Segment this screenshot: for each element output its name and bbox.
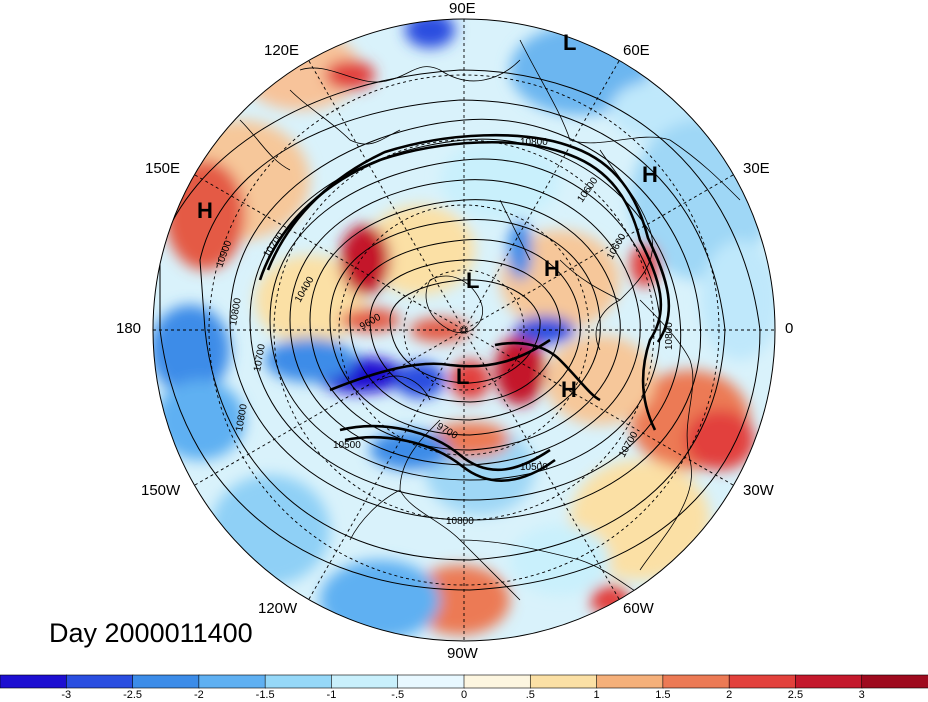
- contour-label: 10700: [252, 343, 268, 373]
- colorbar-tick: .5: [525, 689, 535, 701]
- lon-label-30w: 30W: [743, 482, 774, 499]
- colorbar-tick: -2.5: [123, 689, 143, 701]
- graticule: [153, 19, 775, 641]
- high-marker: H: [544, 256, 560, 281]
- colorbar-segment: [728, 674, 797, 689]
- colorbar-segment: [331, 674, 399, 689]
- lon-label-90w: 90W: [447, 645, 478, 662]
- colorbar-segment: [132, 674, 200, 689]
- colorbar-tick: 1.5: [655, 689, 671, 701]
- lon-label-60e: 60E: [623, 42, 650, 59]
- colorbar-tick: -3: [61, 689, 72, 701]
- colorbar-tick: 2: [726, 689, 733, 701]
- high-marker: H: [561, 377, 577, 402]
- low-marker: L: [466, 268, 480, 293]
- low-marker: L: [456, 364, 470, 389]
- contour-label: 10500: [520, 462, 548, 473]
- colorbar-tick: -2: [193, 689, 204, 701]
- colorbar-segment: [861, 674, 928, 689]
- lon-label-30e: 30E: [743, 160, 770, 177]
- contour-label: 10800: [520, 137, 548, 148]
- lon-label-120w: 120W: [258, 600, 298, 617]
- lon-label-120e: 120E: [264, 42, 300, 59]
- colorbar-tick: 1: [593, 689, 600, 701]
- contour-label: 10800: [446, 516, 474, 527]
- colorbar-segment: [795, 674, 863, 689]
- colorbar-segment: [198, 674, 266, 689]
- lon-label-90e: 90E: [449, 0, 476, 17]
- colorbar-segment: [65, 674, 134, 689]
- colorbar-segment: [662, 674, 730, 689]
- lon-label-150e: 150E: [145, 160, 181, 177]
- colorbar: [0, 674, 928, 689]
- colorbar-segment: [463, 674, 532, 689]
- colorbar-segment: [0, 674, 68, 689]
- lon-label-60w: 60W: [623, 600, 654, 617]
- contour-label: 10800: [234, 403, 250, 433]
- contour-label: 10800: [228, 297, 244, 327]
- geopotential-contours: [159, 69, 761, 591]
- low-marker: L: [563, 30, 577, 55]
- colorbar-segment: [397, 674, 465, 689]
- colorbar-tick: -1.5: [255, 689, 275, 701]
- colorbar-tick: 2.5: [787, 689, 804, 701]
- high-marker: H: [642, 162, 658, 187]
- colorbar-tick: -.5: [391, 689, 405, 701]
- lon-label-0: 0: [785, 320, 794, 337]
- jet-stream: [258, 133, 671, 482]
- colorbar-segment: [264, 674, 333, 689]
- colorbar-tick: 3: [858, 689, 865, 701]
- lon-label-180: 180: [116, 320, 142, 337]
- lon-label-150w: 150W: [141, 482, 181, 499]
- colorbar-tick: -1: [326, 689, 337, 701]
- colorbar-segment: [596, 674, 664, 689]
- high-marker: H: [197, 198, 213, 223]
- map-boundary: [152, 18, 776, 642]
- contour-label: 10500: [333, 440, 361, 451]
- colorbar-segment: [529, 674, 598, 689]
- contour-label: 10800: [664, 322, 675, 350]
- day-label: Day 2000011400: [49, 618, 253, 648]
- colorbar-tick: 0: [460, 689, 468, 701]
